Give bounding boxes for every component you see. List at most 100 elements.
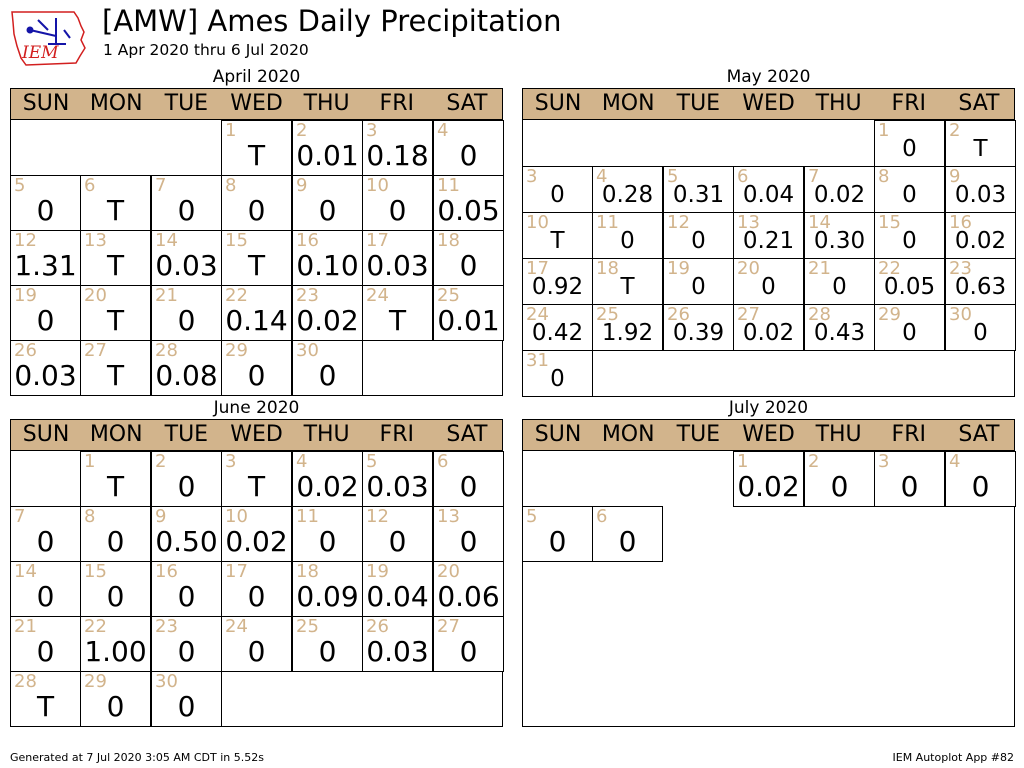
day-number: 22 xyxy=(225,285,248,306)
day-cell: 17 0.92 xyxy=(522,258,593,305)
day-number: 17 xyxy=(225,561,248,582)
day-number: 28 xyxy=(14,671,37,692)
precip-value: 0.02 xyxy=(737,470,800,503)
day-number: 27 xyxy=(737,304,760,325)
day-number: 9 xyxy=(155,506,167,527)
day-cell: 18 0.09 xyxy=(292,561,363,617)
day-cell: 25 0 xyxy=(292,616,363,672)
day-cell: 27 0 xyxy=(433,616,504,672)
day-number: 4 xyxy=(949,451,961,472)
day-number: 22 xyxy=(878,258,901,279)
precip-value: 0 xyxy=(902,182,917,208)
day-number: 21 xyxy=(14,616,37,637)
precip-value: 0 xyxy=(459,139,478,172)
day-cell: 5 0.31 xyxy=(663,166,734,213)
precip-value: 0 xyxy=(830,470,849,503)
day-cell: 27 0.02 xyxy=(733,304,804,351)
precip-value: 0.10 xyxy=(296,249,359,282)
month-frame: SUN MON TUE WED THU FRI SAT 1 T 2 0.01 3 0.18 4 0 5 0 6 T 7… xyxy=(10,88,504,396)
weekday-label: SUN xyxy=(22,422,70,447)
page-title: [AMW] Ames Daily Precipitation xyxy=(102,4,562,38)
precip-value: 0 xyxy=(36,194,55,227)
precip-value: 0 xyxy=(691,228,706,254)
weekday-label: TUE xyxy=(164,422,209,447)
precip-value: 0 xyxy=(459,470,478,503)
weekday-header: SUN MON TUE WED THU FRI SAT xyxy=(10,419,503,451)
precip-value: 0 xyxy=(247,194,266,227)
day-number: 26 xyxy=(366,616,389,637)
iem-logo: IEM xyxy=(11,11,86,66)
precip-value: 0 xyxy=(36,525,55,558)
day-cell: 25 0.01 xyxy=(433,285,504,341)
day-cell: 27 T xyxy=(80,340,151,396)
day-cell: 19 0 xyxy=(663,258,734,305)
day-cell: 18 T xyxy=(592,258,663,305)
day-number: 5 xyxy=(526,506,538,527)
day-number: 23 xyxy=(296,285,319,306)
day-cell: 13 0 xyxy=(433,506,504,562)
weekday-label: SAT xyxy=(958,91,1000,116)
day-number: 27 xyxy=(437,616,460,637)
day-number: 4 xyxy=(437,120,449,141)
precip-value: 0 xyxy=(318,359,337,392)
day-cell: 14 0 xyxy=(10,561,81,617)
day-number: 12 xyxy=(14,230,37,251)
day-cell: 17 0.03 xyxy=(362,230,433,286)
precip-value: 1.92 xyxy=(601,320,654,346)
day-cell: 13 T xyxy=(80,230,151,286)
day-number: 6 xyxy=(84,175,96,196)
precip-value: 0 xyxy=(902,320,917,346)
precip-value: 0 xyxy=(618,525,637,558)
day-cell: 29 0 xyxy=(80,671,151,727)
day-number: 13 xyxy=(84,230,107,251)
month-title: June 2020 xyxy=(213,398,300,418)
precip-value: 0 xyxy=(318,635,337,668)
precip-value: 0.02 xyxy=(954,228,1007,254)
day-number: 2 xyxy=(155,451,167,472)
day-cell: 10 0.02 xyxy=(221,506,292,562)
day-cell: 3 0.18 xyxy=(362,120,433,176)
day-cell: 26 0.03 xyxy=(362,616,433,672)
day-number: 29 xyxy=(878,304,901,325)
precip-value: T xyxy=(106,359,125,392)
day-cell: 30 0 xyxy=(945,304,1016,351)
day-number: 5 xyxy=(366,451,378,472)
day-number: 5 xyxy=(14,175,26,196)
precip-value: 0 xyxy=(177,304,196,337)
precip-value: 1.00 xyxy=(84,635,147,668)
weekday-header: SUN MON TUE WED THU FRI SAT xyxy=(10,88,503,120)
day-cell: 28 T xyxy=(10,671,81,727)
precip-value: 0.04 xyxy=(366,580,429,613)
day-number: 19 xyxy=(667,258,690,279)
weekday-label: MON xyxy=(601,91,655,116)
precip-value: 0 xyxy=(36,580,55,613)
precip-value: 0 xyxy=(691,274,706,300)
weekday-label: FRI xyxy=(379,422,414,447)
day-cell: 24 T xyxy=(362,285,433,341)
day-cell: 22 0.14 xyxy=(221,285,292,341)
day-number: 21 xyxy=(155,285,178,306)
day-cell: 23 0 xyxy=(151,616,222,672)
day-cell: 20 0.06 xyxy=(433,561,504,617)
page-subtitle: 1 Apr 2020 thru 6 Jul 2020 xyxy=(103,41,309,59)
precip-value: 0 xyxy=(177,580,196,613)
day-number: 11 xyxy=(596,212,619,233)
day-cell: 4 0.28 xyxy=(592,166,663,213)
day-cell: 14 0.03 xyxy=(151,230,222,286)
day-cell: 15 0 xyxy=(874,212,945,259)
precip-value: 0 xyxy=(971,470,990,503)
day-number: 23 xyxy=(155,616,178,637)
precip-value: 0.21 xyxy=(742,228,795,254)
day-cell: 26 0.39 xyxy=(663,304,734,351)
day-number: 7 xyxy=(808,166,820,187)
precip-value: 0 xyxy=(550,366,565,392)
precip-value: 0 xyxy=(973,320,988,346)
precip-value: 0.01 xyxy=(296,139,359,172)
precip-value: 0 xyxy=(36,304,55,337)
